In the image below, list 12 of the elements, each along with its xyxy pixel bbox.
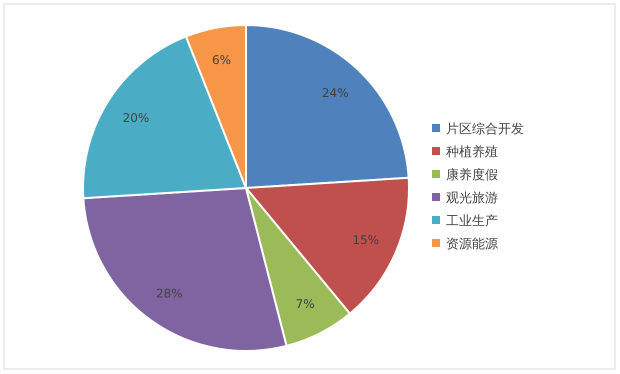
data-label: 7% — [296, 297, 315, 312]
legend-label: 工业生产 — [446, 214, 498, 229]
data-label: 6% — [212, 52, 232, 67]
data-label: 24% — [322, 86, 349, 100]
legend-label: 种植养殖 — [446, 144, 498, 160]
legend-label: 资源能源 — [446, 237, 498, 252]
legend-label: 观光旅游 — [446, 191, 498, 206]
data-label: 15% — [352, 232, 380, 247]
legend-label: 康养度假 — [446, 167, 498, 183]
legend-label: 片区综合开发 — [446, 122, 524, 137]
data-label: 28% — [156, 286, 183, 300]
data-label: 20% — [122, 111, 150, 126]
